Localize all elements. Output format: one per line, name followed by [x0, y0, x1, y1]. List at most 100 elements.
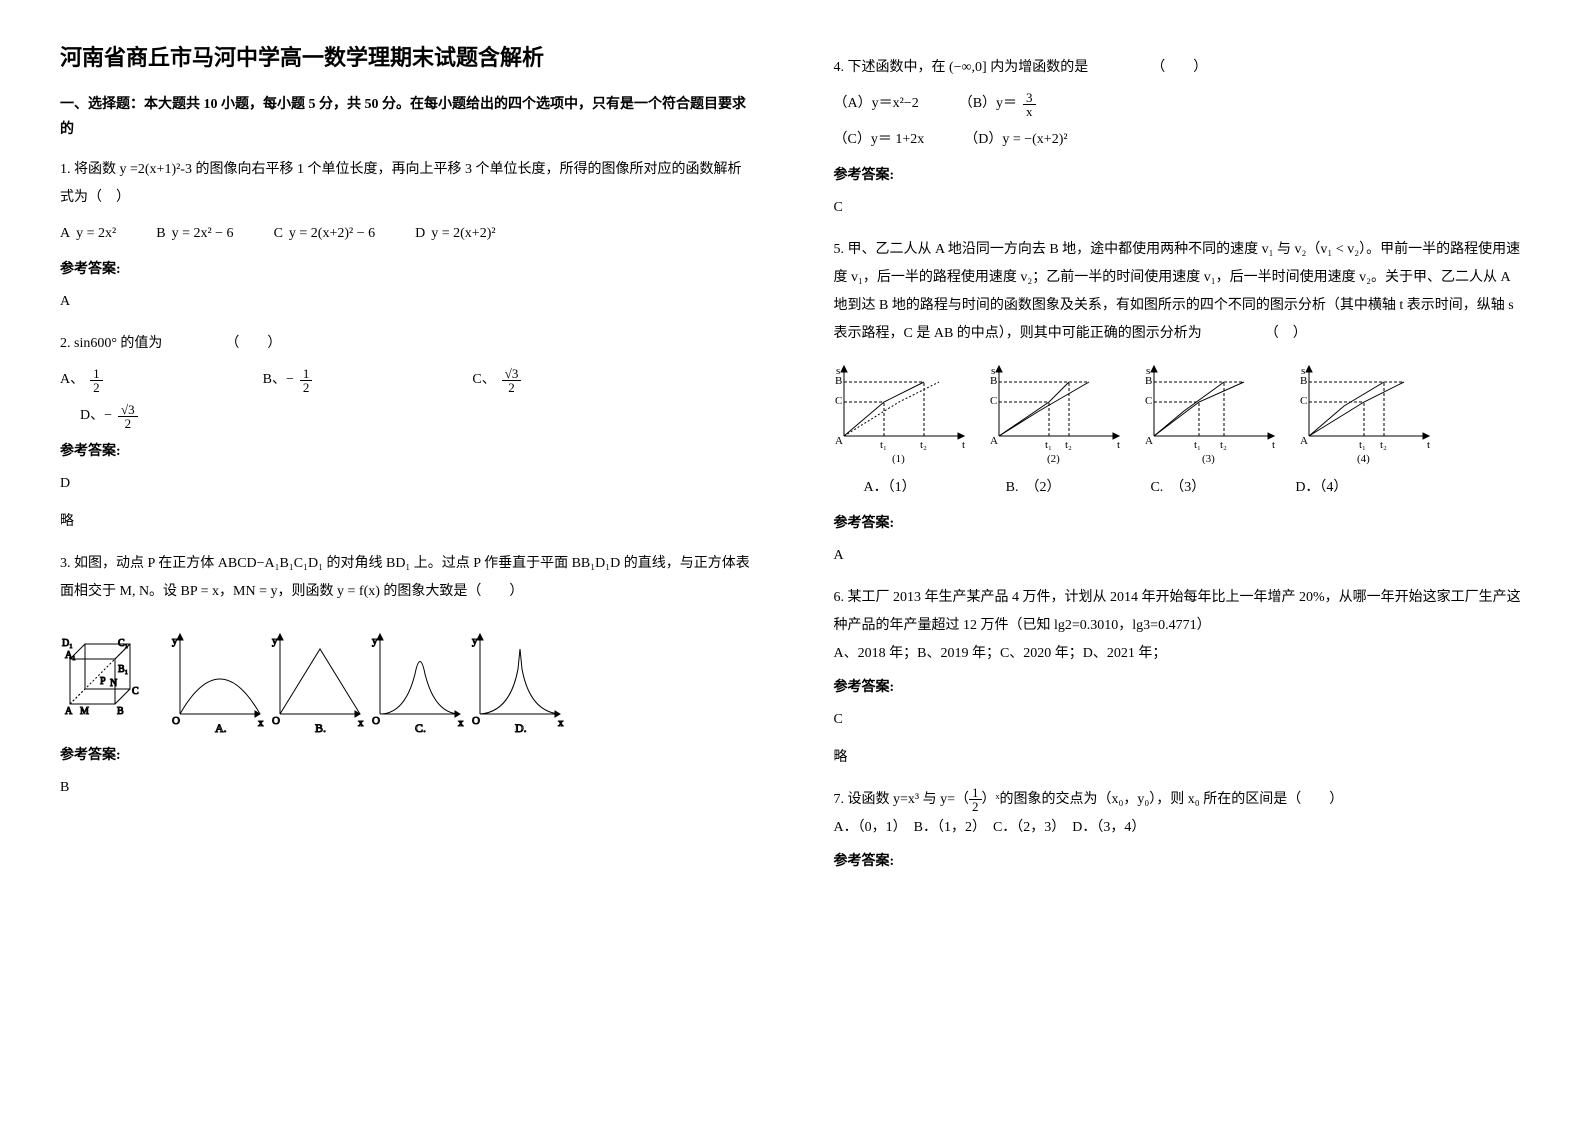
svg-text:(4): (4): [1357, 453, 1370, 465]
svg-text:s: s: [991, 365, 995, 377]
svg-text:y: y: [472, 635, 478, 647]
q4-opt-c: （C）y＝ 1+2x: [834, 126, 925, 154]
q5-options: A．（1） B. （2） C. （3） D．（4）: [864, 474, 1528, 502]
q1-opt-b: B y = 2x² − 6: [156, 220, 233, 248]
svg-text:C.: C.: [415, 721, 426, 734]
svg-text:O: O: [172, 715, 180, 727]
left-column: 河南省商丘市马河中学高一数学理期末试题含解析 一、选择题：本大题共 10 小题，…: [60, 40, 754, 1082]
q4-opt-b: （B）y＝ 3x: [959, 90, 1036, 118]
q4-opt-a: （A）y＝x²−2: [834, 90, 919, 118]
svg-text:t₁: t₁: [1194, 439, 1201, 451]
q2-opt-c: C、√32: [472, 366, 521, 394]
svg-text:A: A: [835, 435, 843, 447]
svg-text:t: t: [1427, 439, 1430, 451]
svg-text:t: t: [1272, 439, 1275, 451]
q3-stem: 3. 如图，动点 P 在正方体 ABCD−A₁B₁C₁D₁ 的对角线 BD₁ 上…: [60, 550, 754, 606]
svg-text:x: x: [258, 717, 264, 729]
q6-opts: A、2018 年；B、2019 年；C、2020 年；D、2021 年；: [834, 640, 1528, 668]
q4-opt-d: （D）y = −(x+2)²: [964, 126, 1067, 154]
q2-opt-a: A、12: [60, 366, 103, 394]
svg-text:A: A: [1145, 435, 1153, 447]
svg-text:B₁: B₁: [118, 664, 128, 675]
svg-text:M: M: [80, 706, 89, 717]
svg-text:B.: B.: [315, 721, 326, 734]
svg-text:C: C: [835, 395, 842, 407]
svg-text:C: C: [1145, 395, 1152, 407]
svg-text:s: s: [836, 365, 840, 377]
q4-answer-label: 参考答案:: [834, 162, 1528, 190]
svg-text:O: O: [272, 715, 280, 727]
q1-answer-label: 参考答案:: [60, 256, 754, 284]
q5-opt-a: A．（1）: [864, 474, 916, 502]
svg-text:C: C: [132, 686, 139, 697]
q2-options-2: D、−√32: [60, 402, 754, 430]
problem-5: 5. 甲、乙二人从 A 地沿同一方向去 B 地，途中都使用两种不同的速度 v₁ …: [834, 236, 1528, 570]
q7-answer-label: 参考答案:: [834, 848, 1528, 876]
q1-answer: A: [60, 288, 754, 316]
svg-text:(1): (1): [892, 453, 905, 465]
q6-answer: C: [834, 706, 1528, 734]
svg-text:A: A: [990, 435, 998, 447]
q6-stem: 6. 某工厂 2013 年生产某产品 4 万件，计划从 2014 年开始每年比上…: [834, 584, 1528, 640]
q3-figure: A₁ D₁ C₁ B₁ A B C M P N y x O A.: [60, 614, 580, 734]
svg-text:C: C: [990, 395, 997, 407]
svg-text:t₁: t₁: [880, 439, 887, 451]
q2-options-1: A、12 B、−12 C、√32: [60, 366, 754, 394]
q1-opt-d: D y = 2(x+2)²: [415, 220, 495, 248]
svg-text:y: y: [172, 635, 178, 647]
q2-stem: 2. sin600° 的值为 （ ）: [60, 330, 754, 358]
problem-6: 6. 某工厂 2013 年生产某产品 4 万件，计划从 2014 年开始每年比上…: [834, 584, 1528, 772]
q1-opt-a: A y = 2x²: [60, 220, 116, 248]
problem-7: 7. 设函数 y=x³ 与 y=（12）ˣ的图象的交点为（x₀，y₀），则 x₀…: [834, 786, 1528, 876]
svg-text:t₂: t₂: [1220, 439, 1227, 451]
q5-opt-b: B. （2）: [1006, 474, 1061, 502]
svg-text:t: t: [962, 439, 965, 451]
svg-text:t₁: t₁: [1359, 439, 1366, 451]
q3-answer-label: 参考答案:: [60, 742, 754, 770]
right-column: 4. 下述函数中，在 (−∞,0] 内为增函数的是 （ ） （A）y＝x²−2 …: [834, 40, 1528, 1082]
svg-text:A: A: [65, 706, 73, 717]
q4-answer: C: [834, 194, 1528, 222]
svg-text:A₁: A₁: [65, 650, 76, 661]
svg-text:y: y: [372, 635, 378, 647]
svg-text:N: N: [110, 678, 117, 689]
problem-1: 1. 将函数 y =2(x+1)²-3 的图像向右平移 1 个单位长度，再向上平…: [60, 156, 754, 316]
svg-text:t: t: [1117, 439, 1120, 451]
section-intro: 一、选择题：本大题共 10 小题，每小题 5 分，共 50 分。在每小题给出的四…: [60, 92, 754, 142]
svg-text:O: O: [472, 715, 480, 727]
svg-text:(2): (2): [1047, 453, 1060, 465]
q5-answer: A: [834, 542, 1528, 570]
q2-opt-d: D、−√32: [80, 402, 138, 430]
q5-opt-d: D．（4）: [1295, 474, 1347, 502]
svg-text:A.: A.: [215, 721, 227, 734]
q5-opt-c: C. （3）: [1150, 474, 1205, 502]
svg-text:(3): (3): [1202, 453, 1215, 465]
svg-text:D.: D.: [515, 721, 527, 734]
svg-text:t₂: t₂: [1380, 439, 1387, 451]
q1-stem: 1. 将函数 y =2(x+1)²-3 的图像向右平移 1 个单位长度，再向上平…: [60, 156, 754, 212]
svg-text:x: x: [358, 717, 364, 729]
q1-opt-c: C y = 2(x+2)² − 6: [274, 220, 376, 248]
svg-text:C₁: C₁: [118, 638, 128, 649]
q2-answer-label: 参考答案:: [60, 438, 754, 466]
problem-4: 4. 下述函数中，在 (−∞,0] 内为增函数的是 （ ） （A）y＝x²−2 …: [834, 54, 1528, 222]
q7-opts: A．（0，1） B．（1，2） C．（2，3） D．（3，4）: [834, 814, 1528, 842]
q5-figure: B C A t₁ t₂ t s (1): [834, 356, 1454, 466]
problem-3: 3. 如图，动点 P 在正方体 ABCD−A₁B₁C₁D₁ 的对角线 BD₁ 上…: [60, 550, 754, 802]
svg-text:x: x: [458, 717, 464, 729]
svg-text:s: s: [1146, 365, 1150, 377]
svg-text:t₂: t₂: [1065, 439, 1072, 451]
q7-stem: 7. 设函数 y=x³ 与 y=（12）ˣ的图象的交点为（x₀，y₀），则 x₀…: [834, 786, 1528, 814]
svg-text:C: C: [1300, 395, 1307, 407]
svg-text:B: B: [117, 706, 124, 717]
q6-note: 略: [834, 744, 1528, 772]
svg-text:y: y: [272, 635, 278, 647]
svg-text:O: O: [372, 715, 380, 727]
svg-text:A: A: [1300, 435, 1308, 447]
q4-stem: 4. 下述函数中，在 (−∞,0] 内为增函数的是 （ ）: [834, 54, 1528, 82]
q4-options-2: （C）y＝ 1+2x （D）y = −(x+2)²: [834, 126, 1528, 154]
page-title: 河南省商丘市马河中学高一数学理期末试题含解析: [60, 40, 754, 72]
svg-text:D₁: D₁: [62, 638, 73, 649]
svg-text:P: P: [100, 676, 106, 687]
q2-opt-b: B、−12: [263, 366, 313, 394]
